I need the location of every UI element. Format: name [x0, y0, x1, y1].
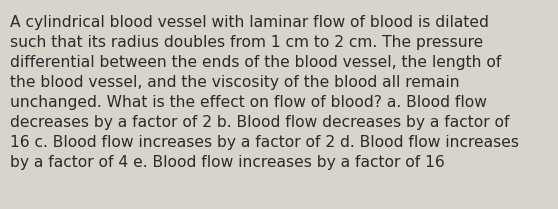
Text: A cylindrical blood vessel with laminar flow of blood is dilated
such that its r: A cylindrical blood vessel with laminar … — [10, 15, 519, 170]
